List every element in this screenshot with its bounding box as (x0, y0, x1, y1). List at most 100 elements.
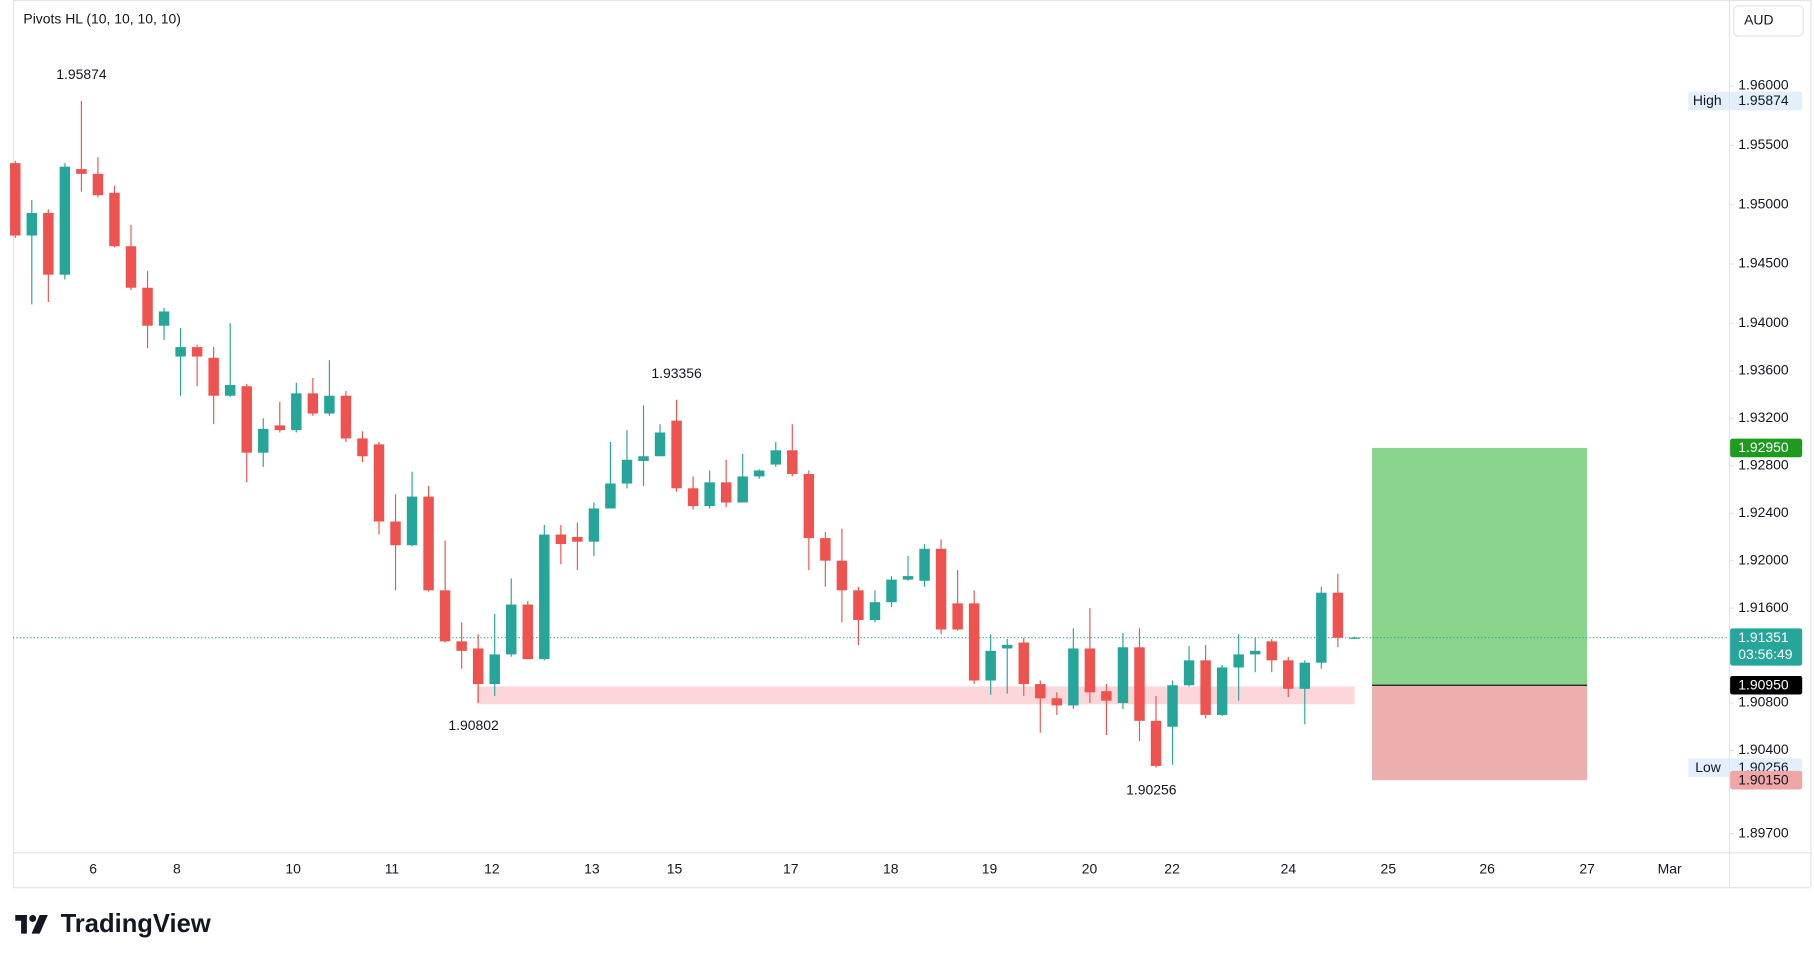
candle (1035, 680, 1046, 733)
candle-body (1349, 637, 1360, 639)
candle-body (191, 347, 203, 357)
candle (258, 418, 269, 467)
candle (1233, 634, 1244, 701)
candle (1001, 638, 1013, 694)
candle-body (853, 590, 864, 620)
candle (472, 634, 484, 703)
candle-body (1299, 662, 1311, 689)
candle-body (324, 395, 335, 414)
target-zone (1372, 447, 1588, 686)
candle (142, 271, 153, 349)
low-label: Low (1695, 759, 1722, 775)
candle-body (109, 192, 120, 247)
current-price-box (1730, 628, 1803, 666)
target-price-tag: 1.92950 (1738, 439, 1789, 455)
candle-body (274, 425, 286, 431)
candle-body (1183, 660, 1195, 686)
candle (390, 494, 401, 591)
candle-body (423, 496, 434, 591)
y-tick-label: 1.94500 (1738, 255, 1789, 271)
x-tick-label: Mar (1658, 860, 1682, 876)
candle-body (1018, 642, 1029, 685)
y-tick-label: 1.95000 (1738, 195, 1789, 211)
candle-body (1316, 592, 1327, 663)
candle (1051, 692, 1063, 715)
candle (1299, 660, 1311, 725)
currency-box[interactable] (1733, 5, 1804, 37)
entry-price-tag-box (1730, 675, 1803, 695)
candle (456, 622, 467, 669)
candle-body (968, 603, 980, 681)
candle (704, 470, 715, 509)
candle-body (588, 508, 600, 542)
x-tick-label: 8 (173, 860, 181, 876)
candle (1316, 586, 1327, 669)
candle-body (803, 474, 815, 539)
candle (1183, 646, 1195, 687)
candle-body (506, 604, 517, 655)
candle (1117, 633, 1129, 709)
candle-body (26, 212, 38, 236)
candle (605, 442, 616, 509)
candle (1249, 637, 1261, 673)
candle-body (902, 576, 914, 580)
candle-body (158, 311, 170, 326)
candle-body (770, 450, 781, 465)
candle-body (489, 654, 500, 685)
candle (539, 525, 550, 661)
candle-body (43, 212, 54, 275)
x-tick-label: 12 (484, 860, 500, 876)
candle-body (522, 604, 534, 660)
candle-body (1001, 644, 1013, 649)
candle-body (1068, 648, 1079, 706)
x-tick-label: 27 (1579, 860, 1595, 876)
candle (439, 540, 451, 643)
high-price-tag-box (1730, 91, 1803, 111)
candle (853, 586, 864, 645)
candle (985, 634, 996, 695)
candle (522, 601, 534, 660)
logo: TradingView (15, 910, 211, 938)
candle (952, 570, 963, 631)
candle-body (720, 482, 732, 503)
candle (654, 424, 666, 457)
candle-body (472, 648, 484, 685)
candle-body (373, 444, 385, 522)
candle-body (291, 393, 302, 431)
candle (241, 383, 252, 483)
candle-body (985, 650, 996, 681)
high-price-tag: 1.95874 (1738, 92, 1789, 108)
x-tick-label: 6 (89, 860, 97, 876)
candle (43, 209, 54, 302)
candle (737, 453, 748, 503)
candle-body (787, 450, 798, 475)
x-tick-label: 15 (667, 860, 683, 876)
candle-body (406, 496, 418, 546)
y-tick-label: 1.93200 (1738, 409, 1789, 425)
x-tick-label: 25 (1381, 860, 1397, 876)
candle-body (241, 386, 252, 453)
candle (1084, 608, 1096, 704)
candle (588, 502, 600, 556)
candle (208, 347, 219, 425)
candle (158, 307, 170, 340)
candle-body (671, 420, 682, 489)
candle-body (456, 641, 467, 651)
candle (373, 442, 385, 535)
candle (555, 525, 567, 565)
countdown: 03:56:49 (1738, 646, 1793, 662)
x-tick-label: 22 (1164, 860, 1180, 876)
candle (638, 405, 649, 486)
candle-body (1200, 660, 1211, 715)
y-tick-label: 1.90800 (1738, 694, 1789, 710)
candle (406, 471, 418, 547)
target-price-tag-box (1730, 438, 1803, 458)
candle-body (572, 536, 583, 542)
candle (125, 224, 137, 291)
candle (1283, 656, 1294, 698)
candle-body (555, 534, 567, 545)
x-tick-label: 11 (385, 860, 400, 876)
candle-body (687, 488, 699, 507)
